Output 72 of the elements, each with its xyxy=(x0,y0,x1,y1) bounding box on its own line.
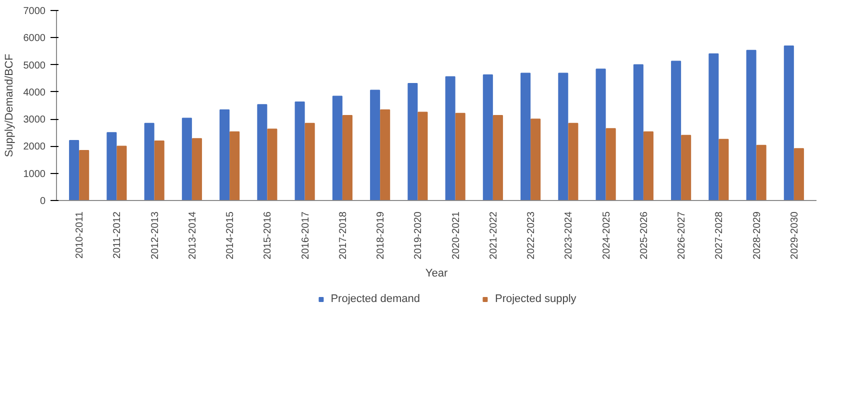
bar xyxy=(192,138,202,200)
bar xyxy=(643,131,654,200)
bar xyxy=(568,122,578,200)
bar xyxy=(370,90,380,200)
y-tick-label: 6000 xyxy=(23,33,46,44)
x-tick-label: 2023-2024 xyxy=(564,211,575,260)
bar xyxy=(794,148,804,200)
x-tick-label: 2018-2019 xyxy=(376,211,387,260)
x-tick-label: 2013-2014 xyxy=(187,211,198,260)
bar xyxy=(116,146,127,200)
bar xyxy=(304,122,315,200)
x-tick-label: 2021-2022 xyxy=(488,211,500,260)
bar xyxy=(746,50,756,200)
x-tick-label: 2016-2017 xyxy=(300,211,312,260)
x-tick-label: 2017-2018 xyxy=(338,211,349,260)
bar xyxy=(332,96,342,200)
bar xyxy=(267,128,278,200)
y-tick-label: 0 xyxy=(40,196,46,207)
bar xyxy=(756,144,766,200)
x-tick-label: 2027-2028 xyxy=(714,211,726,260)
bar xyxy=(154,140,164,200)
bar xyxy=(106,132,117,200)
bar xyxy=(492,115,503,200)
x-tick-label: 2020-2021 xyxy=(450,211,462,260)
y-tick-label: 7000 xyxy=(23,6,46,17)
bar xyxy=(418,112,428,200)
bar xyxy=(708,53,719,200)
legend-label: Projected demand xyxy=(330,293,420,305)
bar xyxy=(455,112,466,200)
y-tick-label: 5000 xyxy=(23,60,46,72)
bar xyxy=(558,72,568,200)
x-tick-label: 2010-2011 xyxy=(74,211,86,259)
bar xyxy=(69,140,80,200)
x-tick-label: 2026-2027 xyxy=(676,211,688,260)
bar xyxy=(182,118,192,200)
bar xyxy=(445,76,456,200)
bar xyxy=(784,46,794,200)
bar xyxy=(220,109,230,200)
bar xyxy=(79,150,90,200)
bar xyxy=(671,60,682,200)
bar xyxy=(342,115,352,200)
x-tick-label: 2019-2020 xyxy=(413,211,424,260)
y-tick-label: 4000 xyxy=(23,87,46,98)
bar xyxy=(257,104,268,200)
bar xyxy=(230,131,240,200)
y-axis-title: Supply/Demand/BCF xyxy=(3,54,16,158)
x-tick-label: 2014-2015 xyxy=(225,211,236,260)
x-tick-label: 2025-2026 xyxy=(638,211,650,260)
bar xyxy=(681,134,692,200)
x-axis-title: Year xyxy=(425,267,448,280)
bar xyxy=(530,118,541,200)
bar xyxy=(633,64,644,200)
bar xyxy=(144,122,154,200)
bar xyxy=(718,138,729,200)
x-tick-label: 2029-2030 xyxy=(789,211,800,260)
legend-label: Projected supply xyxy=(494,293,576,305)
y-tick-label: 3000 xyxy=(23,114,46,126)
bar xyxy=(294,101,305,200)
bar xyxy=(596,68,606,200)
bar xyxy=(606,128,616,200)
bar xyxy=(380,109,390,200)
x-tick-label: 2011-2012 xyxy=(112,211,124,259)
bar xyxy=(482,74,493,200)
bar xyxy=(408,83,418,200)
x-tick-label: 2015-2016 xyxy=(262,211,274,260)
y-tick-label: 2000 xyxy=(23,142,46,153)
x-tick-label: 2028-2029 xyxy=(752,211,763,260)
x-tick-label: 2024-2025 xyxy=(601,211,612,260)
bar xyxy=(520,72,531,200)
x-tick-label: 2022-2023 xyxy=(526,211,538,260)
y-tick-label: 1000 xyxy=(23,168,46,180)
x-tick-label: 2012-2013 xyxy=(150,211,161,260)
